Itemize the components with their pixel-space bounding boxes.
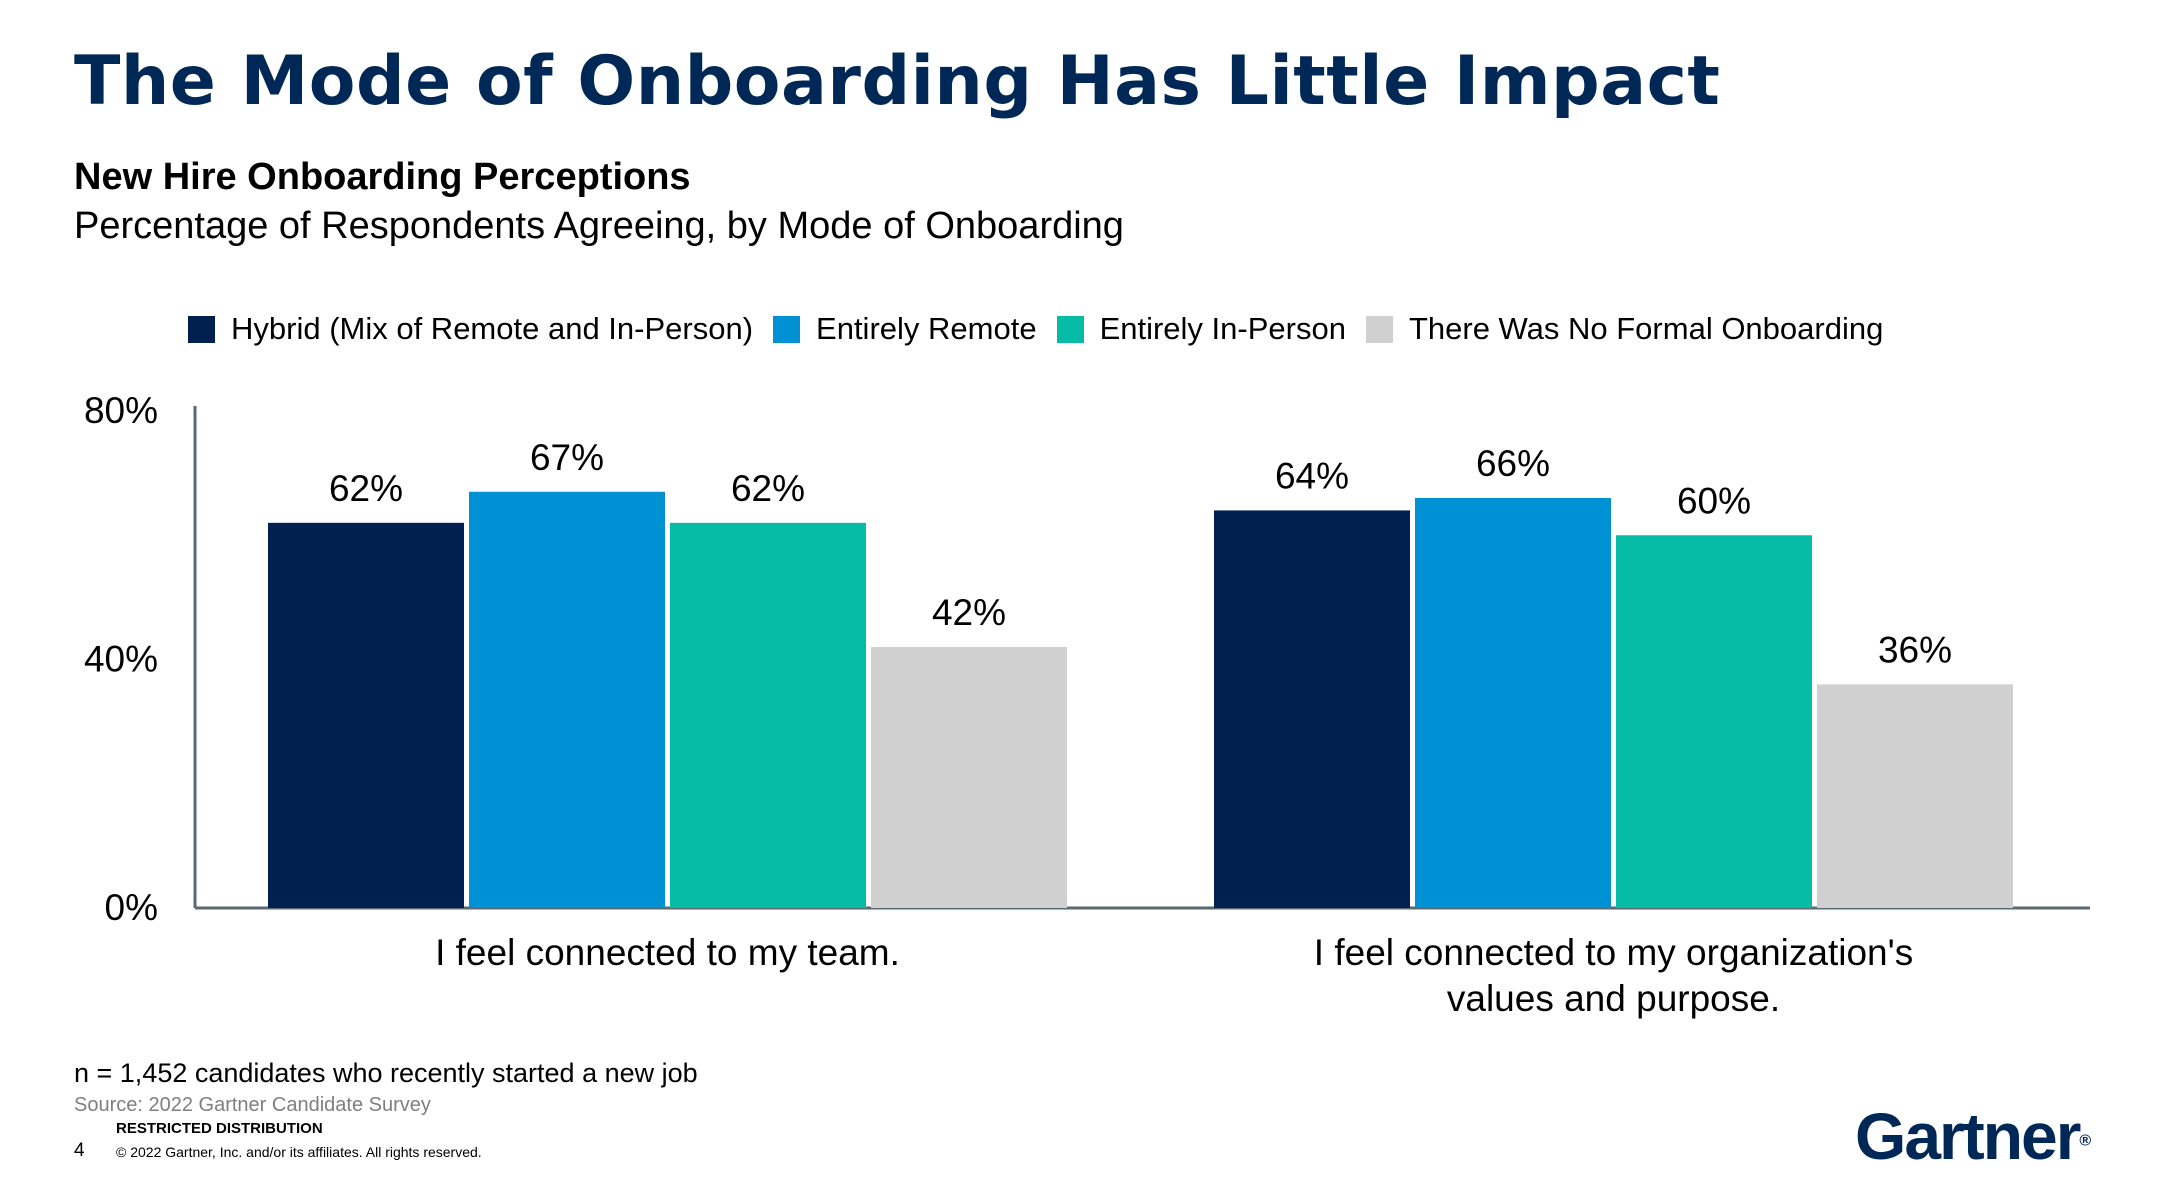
x-category-label: I feel connected to my team. [435,932,900,973]
x-category-label-line: values and purpose. [1447,978,1780,1019]
data-label: 66% [1476,443,1550,484]
data-label: 36% [1878,629,1952,670]
chart-subtitle: New Hire Onboarding Perceptions [74,156,691,198]
y-tick-label: 0% [105,887,158,928]
legend-item-no-formal: There Was No Formal Onboarding [1365,311,1884,347]
restricted-label: RESTRICTED DISTRIBUTION [116,1120,323,1137]
legend-label-remote: Entirely Remote [816,311,1037,346]
legend-swatch-hybrid [188,315,215,343]
registered-mark: ® [2079,1132,2092,1150]
x-category-label: I feel connected to my organization's val… [1314,932,1913,1019]
logo-text: Gartner [1855,1099,2081,1173]
legend-swatch-no-formal [1365,315,1393,343]
legend-label-in-person: Entirely In-Person [1099,311,1346,346]
x-category-label-line: I feel connected to my organization's [1314,932,1913,973]
y-tick-label: 40% [84,639,158,680]
bar [1415,497,1611,908]
bar-chart: 0% 40% 80% 62% 67% 62% 42% I feel connected to … [84,390,2090,1019]
chart-description: Percentage of Respondents Agreeing, by M… [74,205,1124,247]
bar [1817,684,2013,908]
legend-swatch-remote [773,315,801,343]
data-label: 67% [530,437,604,478]
data-label: 62% [329,468,403,509]
data-label: 62% [731,468,805,509]
legend-item-hybrid: Hybrid (Mix of Remote and In-Person) [188,311,753,347]
chart-legend: Hybrid (Mix of Remote and In-Person) Ent… [188,311,1903,347]
copyright-note: © 2022 Gartner, Inc. and/or its affiliat… [116,1144,482,1160]
bar [1616,535,1812,908]
bar [871,647,1067,908]
data-label: 42% [932,592,1006,633]
legend-item-in-person: Entirely In-Person [1056,311,1346,347]
legend-label-no-formal: There Was No Formal Onboarding [1408,311,1884,346]
bar [268,522,464,908]
bar [1214,510,1410,908]
bar [469,491,665,908]
source-note: Source: 2022 Gartner Candidate Survey [74,1094,431,1116]
gartner-logo: Gartner® [1855,1098,2091,1174]
x-category-label-line: I feel connected to my team. [435,932,900,973]
page-number: 4 [74,1140,85,1161]
legend-item-remote: Entirely Remote [773,311,1037,347]
sample-size-note: n = 1,452 candidates who recently starte… [74,1058,698,1088]
legend-swatch-in-person [1056,315,1084,343]
bar [670,522,866,908]
data-label: 64% [1275,455,1349,496]
y-tick-label: 80% [84,390,158,431]
legend-label-hybrid: Hybrid (Mix of Remote and In-Person) [231,311,754,346]
slide-title: The Mode of Onboarding Has Little Impact [74,42,1721,121]
data-label: 60% [1677,480,1751,521]
